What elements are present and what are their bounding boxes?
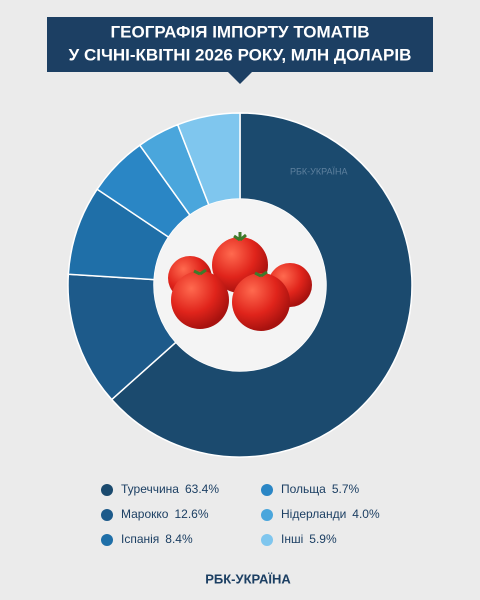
legend-value: 63.4%: [185, 482, 219, 496]
legend-label: Марокко 12.6%: [121, 507, 209, 521]
legend-marker: [101, 509, 113, 521]
legend-value: 12.6%: [174, 507, 208, 521]
legend-label: Туреччина 63.4%: [121, 482, 219, 496]
legend-value: 5.9%: [309, 532, 337, 546]
legend-label: Нідерланди 4.0%: [281, 507, 380, 521]
legend-marker: [261, 509, 273, 521]
title-pointer: [228, 72, 252, 84]
legend-name: Туреччина: [121, 482, 179, 496]
legend-marker: [101, 484, 113, 496]
chart-title: ГЕОГРАФІЯ ІМПОРТУ ТОМАТІВ: [111, 22, 370, 41]
legend-label: Польща 5.7%: [281, 482, 360, 496]
legend-name: Нідерланди: [281, 507, 346, 521]
chart-title: У СІЧНІ-КВІТНІ 2026 РОКУ, МЛН ДОЛАРІВ: [69, 45, 412, 64]
title-box: [47, 17, 433, 72]
legend-name: Інші: [281, 532, 303, 546]
legend-marker: [261, 534, 273, 546]
legend-name: Польща: [281, 482, 326, 496]
legend-name: Марокко: [121, 507, 169, 521]
tomatoes: [168, 232, 312, 331]
legend-value: 4.0%: [352, 507, 380, 521]
brand: РБК-УКРАЇНА: [205, 571, 291, 586]
legend-marker: [261, 484, 273, 496]
legend: Туреччина 63.4% Марокко 12.6% Іспанія 8.4% Пол…: [101, 482, 380, 546]
legend-value: 5.7%: [332, 482, 360, 496]
legend-label: Інші 5.9%: [281, 532, 337, 546]
legend-name: Іспанія: [121, 532, 159, 546]
watermark: РБК-УКРАЇНА: [290, 166, 348, 176]
legend-marker: [101, 534, 113, 546]
legend-value: 8.4%: [165, 532, 193, 546]
legend-label: Іспанія 8.4%: [121, 532, 193, 546]
